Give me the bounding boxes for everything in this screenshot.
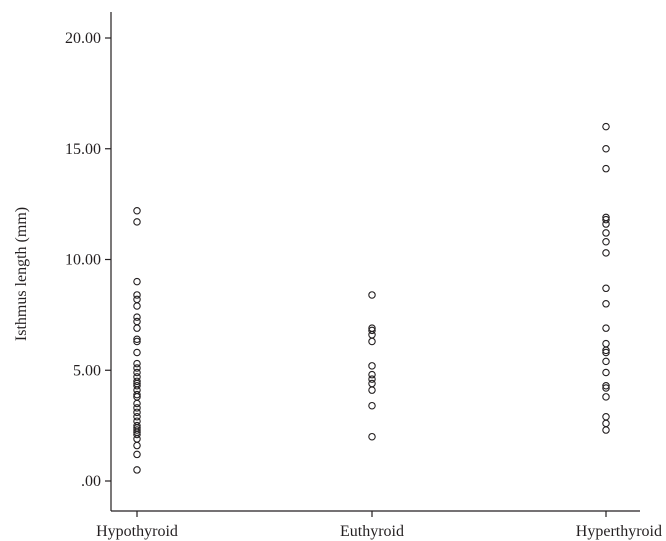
- data-point: [602, 339, 610, 348]
- data-point: [602, 348, 610, 357]
- data-point: [133, 313, 141, 321]
- data-point: [602, 145, 610, 153]
- x-ticks: Hypothyroid Euthyroid Hyperthyroid: [96, 511, 662, 540]
- data-point: [602, 324, 610, 332]
- data-point: [602, 284, 610, 293]
- data-point: [133, 335, 141, 343]
- data-point: [133, 408, 141, 417]
- data-point: [602, 229, 610, 237]
- data-point: [133, 207, 141, 215]
- data-point: [133, 377, 141, 386]
- data-point: [602, 393, 610, 401]
- data-point: [368, 362, 376, 370]
- y-axis-label: Isthmus length (mm): [13, 207, 30, 341]
- x-tick-label: Euthyroid: [340, 523, 404, 540]
- data-point: [133, 348, 141, 357]
- data-point: [133, 302, 141, 310]
- data-point: [602, 426, 610, 434]
- data-point: [133, 426, 141, 434]
- data-point: [368, 379, 376, 388]
- data-points: [133, 122, 610, 474]
- data-point: [602, 346, 610, 355]
- data-point: [602, 215, 610, 224]
- data-point: [368, 331, 376, 339]
- data-point: [133, 404, 141, 412]
- data-point: [602, 220, 610, 228]
- data-point: [368, 401, 376, 410]
- data-point: [368, 386, 376, 394]
- data-point: [602, 164, 610, 173]
- y-tick-label: 15.00: [65, 141, 101, 158]
- data-point: [602, 384, 610, 392]
- data-point: [133, 450, 141, 459]
- data-point: [368, 291, 376, 299]
- x-tick-label: Hypothyroid: [96, 523, 178, 540]
- data-point: [133, 337, 141, 346]
- data-point: [133, 295, 141, 304]
- data-point: [133, 291, 141, 299]
- data-point: [602, 238, 610, 246]
- data-point: [133, 364, 141, 372]
- data-point: [133, 368, 141, 377]
- data-point: [368, 337, 376, 346]
- data-point: [368, 326, 376, 335]
- x-tick-label: Hyperthyroid: [576, 523, 662, 540]
- data-point: [602, 300, 610, 308]
- data-point: [602, 368, 610, 377]
- data-point: [133, 277, 141, 286]
- data-point: [133, 390, 141, 399]
- data-point: [133, 317, 141, 326]
- y-tick-label: 5.00: [73, 362, 101, 379]
- y-ticks: .00 5.00 10.00 15.00 20.00: [65, 30, 111, 490]
- data-point: [133, 218, 141, 226]
- data-point: [602, 419, 610, 428]
- data-point: [133, 441, 141, 450]
- data-point: [602, 122, 610, 131]
- data-point: [602, 357, 610, 366]
- data-point: [133, 359, 141, 368]
- y-tick-label: 10.00: [65, 252, 101, 269]
- data-point: [133, 324, 141, 332]
- data-point: [133, 435, 141, 443]
- data-point: [368, 370, 376, 379]
- data-point: [368, 375, 376, 383]
- data-point: [133, 399, 141, 408]
- y-tick-label: .00: [81, 473, 101, 490]
- data-point: [368, 432, 376, 441]
- data-point: [602, 249, 610, 257]
- data-point: [602, 382, 610, 390]
- axes: [110, 12, 640, 512]
- y-tick-label: 20.00: [65, 30, 101, 47]
- data-point: [133, 430, 141, 439]
- data-point: [133, 413, 141, 421]
- data-point: [133, 466, 141, 474]
- data-point: [602, 413, 610, 421]
- data-point: [133, 382, 141, 390]
